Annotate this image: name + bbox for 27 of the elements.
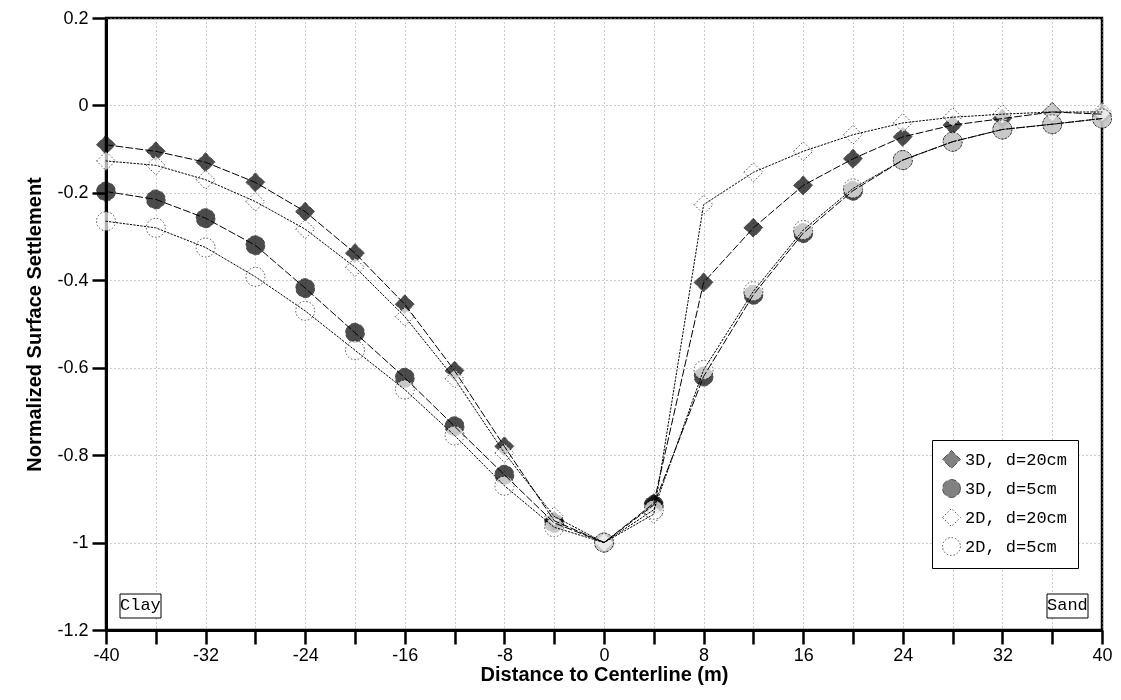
x-tick-label: -40 xyxy=(93,644,120,665)
annotation: Sand xyxy=(1047,596,1088,615)
legend-label: 2D, d=5cm xyxy=(965,537,1057,557)
x-tick-label: -32 xyxy=(193,644,220,665)
y-tick-label: -1.2 xyxy=(57,619,89,640)
legend-label: 3D, d=5cm xyxy=(965,479,1057,499)
x-tick-label: -24 xyxy=(292,644,319,665)
legend-label: 3D, d=20cm xyxy=(965,450,1068,470)
y-tick-label: -0.8 xyxy=(57,444,89,465)
annotation: Clay xyxy=(120,596,161,615)
x-tick-label: 40 xyxy=(1092,644,1113,665)
y-tick-label: -0.4 xyxy=(57,269,89,290)
x-tick-label: 8 xyxy=(699,644,710,665)
x-tick-label: 24 xyxy=(893,644,914,665)
y-tick-label: 0.2 xyxy=(63,7,89,28)
x-tick-label: -16 xyxy=(392,644,419,665)
x-tick-label: 16 xyxy=(793,644,814,665)
y-tick-label: -0.2 xyxy=(57,182,89,203)
y-tick-label: 0 xyxy=(78,94,89,115)
y-tick-label: -0.6 xyxy=(57,357,89,378)
x-tick-label: -8 xyxy=(496,644,513,665)
y-axis-title: Normalized Surface Settlement xyxy=(23,176,46,472)
x-tick-label: 0 xyxy=(599,644,610,665)
x-axis-title: Distance to Centerline (m) xyxy=(480,662,729,685)
x-tick-label: 32 xyxy=(992,644,1013,665)
y-tick-label: -1 xyxy=(72,532,89,553)
legend-label: 2D, d=20cm xyxy=(965,508,1068,528)
